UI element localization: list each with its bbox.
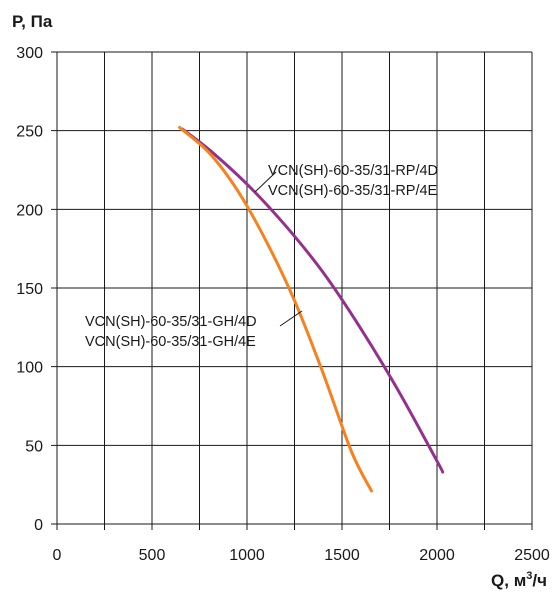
x-axis-title-main: Q, м xyxy=(491,571,526,590)
y-axis-title: P, Па xyxy=(12,12,53,31)
tick-labels: 0 500 1000 1500 2000 2500 0 50 100 150 200 250 300 xyxy=(16,45,550,564)
y-tick-label-200: 200 xyxy=(16,202,43,219)
y-tick-label-300: 300 xyxy=(16,45,43,62)
y-tick-label-250: 250 xyxy=(16,124,43,141)
gh-series-label-1: VCN(SH)-60-35/31-GH/4D xyxy=(85,314,257,330)
gh-series-leader-line xyxy=(279,310,303,327)
rp-series-leader-line xyxy=(254,171,277,193)
x-tick-label-0: 0 xyxy=(53,547,62,564)
y-tick-label-50: 50 xyxy=(25,438,43,455)
y-tick-label-100: 100 xyxy=(16,360,43,377)
gh-series-line xyxy=(178,126,373,493)
gh-series-label-2: VCN(SH)-60-35/31-GH/4E xyxy=(85,334,256,350)
rp-series-line xyxy=(180,127,445,474)
x-axis-title-tail: /ч xyxy=(532,571,547,590)
rp-series-label-2: VCN(SH)-60-35/31-RP/4E xyxy=(268,183,438,199)
x-tick-label-1500: 1500 xyxy=(324,547,360,564)
y-tick-label-0: 0 xyxy=(34,517,43,534)
grid xyxy=(51,51,533,530)
x-axis-title-sup: 3 xyxy=(526,570,532,582)
x-tick-label-2000: 2000 xyxy=(419,547,455,564)
x-tick-label-2500: 2500 xyxy=(514,547,550,564)
x-tick-label-500: 500 xyxy=(139,547,166,564)
x-tick-label-1000: 1000 xyxy=(229,547,265,564)
series-layer xyxy=(178,126,445,493)
y-tick-label-150: 150 xyxy=(16,281,43,298)
x-axis-title: Q, м3/ч xyxy=(491,570,547,590)
rp-series-label-1: VCN(SH)-60-35/31-RP/4D xyxy=(268,163,438,179)
